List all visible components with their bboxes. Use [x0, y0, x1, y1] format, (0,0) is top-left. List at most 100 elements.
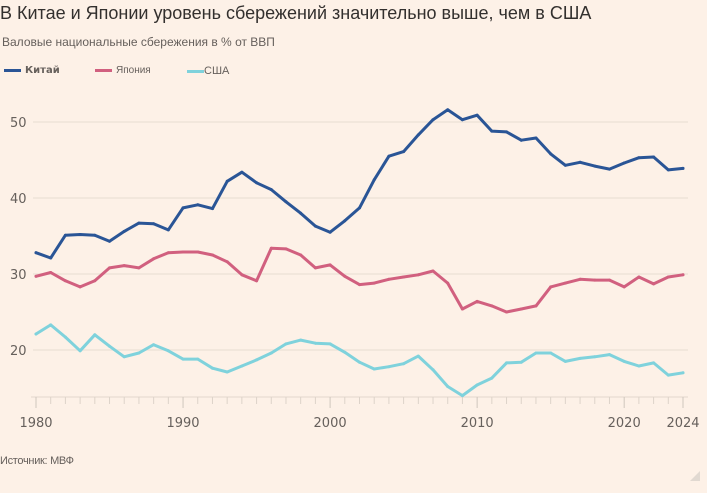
data-point-china	[637, 156, 641, 160]
data-point-japan	[63, 279, 67, 283]
data-point-usa	[505, 361, 508, 365]
y-tick-label: 40	[10, 192, 27, 207]
legend-item-usa: США	[187, 65, 229, 77]
y-tick-label: 30	[10, 268, 27, 283]
data-point-china	[196, 203, 200, 207]
data-point-usa	[93, 333, 97, 337]
data-point-japan	[358, 283, 361, 287]
data-point-japan	[269, 246, 273, 250]
data-point-japan	[652, 282, 656, 286]
data-point-usa	[152, 343, 156, 347]
data-point-japan	[328, 263, 332, 267]
data-point-usa	[181, 357, 185, 361]
data-point-japan	[431, 269, 435, 273]
data-point-usa	[122, 355, 126, 359]
data-point-china	[63, 233, 67, 237]
data-point-japan	[255, 279, 259, 283]
data-point-japan	[563, 281, 567, 285]
data-point-usa	[387, 365, 391, 369]
data-point-japan	[181, 250, 185, 254]
data-point-japan	[122, 264, 126, 268]
grid-lines	[33, 121, 688, 351]
x-tick-label: 2000	[314, 416, 347, 431]
data-point-china	[166, 228, 170, 232]
x-tick-label: 2010	[461, 416, 494, 431]
data-point-japan	[460, 307, 464, 311]
data-point-china	[608, 167, 611, 171]
data-point-usa	[622, 359, 626, 363]
data-point-china	[358, 206, 361, 210]
data-point-china	[299, 211, 303, 215]
data-point-china	[211, 207, 214, 211]
data-point-japan	[608, 278, 611, 282]
data-point-usa	[637, 364, 641, 368]
data-point-japan	[475, 299, 479, 303]
data-point-usa	[519, 360, 523, 364]
data-point-china	[93, 233, 97, 237]
data-point-china	[578, 160, 582, 164]
data-point-japan	[446, 281, 450, 285]
series-line-china	[34, 108, 685, 260]
series-line-japan	[34, 246, 685, 314]
x-tick-label: 1990	[166, 416, 199, 431]
data-point-usa	[313, 341, 317, 345]
data-point-japan	[108, 266, 111, 270]
y-tick-label: 50	[10, 116, 27, 131]
legend-swatch-usa	[187, 69, 204, 73]
series-line-usa	[34, 323, 685, 398]
data-point-china	[284, 200, 288, 204]
data-point-japan	[402, 275, 406, 279]
data-point-usa	[343, 350, 347, 354]
data-point-china	[563, 163, 567, 167]
data-point-usa	[34, 332, 38, 336]
data-point-usa	[563, 359, 567, 363]
data-point-japan	[387, 277, 391, 281]
data-point-china	[652, 155, 656, 159]
legend-label-japan: Япония	[116, 65, 151, 76]
data-point-china	[269, 188, 273, 192]
data-point-china	[505, 130, 508, 134]
data-point-china	[475, 113, 479, 117]
data-point-china	[225, 179, 229, 183]
legend-item-china: Китай	[4, 65, 60, 76]
data-point-japan	[534, 304, 538, 308]
data-point-china	[416, 133, 420, 137]
data-point-japan	[505, 310, 508, 314]
y-tick-label: 20	[10, 344, 27, 359]
data-point-china	[122, 229, 126, 233]
data-point-japan	[622, 285, 626, 289]
data-point-china	[108, 239, 111, 243]
data-point-japan	[78, 285, 82, 289]
data-point-usa	[225, 370, 229, 374]
resize-grip-icon[interactable]	[690, 471, 700, 481]
data-point-usa	[460, 394, 464, 398]
data-point-japan	[152, 257, 156, 261]
data-point-usa	[402, 362, 406, 366]
data-point-china	[534, 136, 538, 140]
data-point-china	[387, 154, 391, 158]
data-point-japan	[137, 266, 141, 270]
legend-swatch-china	[4, 69, 21, 72]
data-point-usa	[534, 351, 538, 355]
source-note: Источник: МВФ	[0, 455, 74, 467]
data-point-usa	[652, 361, 656, 365]
data-point-china	[372, 178, 376, 182]
data-point-japan	[284, 247, 288, 251]
data-point-china	[313, 224, 317, 228]
data-point-china	[460, 118, 464, 122]
data-point-china	[181, 206, 185, 210]
data-point-japan	[637, 275, 641, 279]
data-point-japan	[343, 274, 347, 278]
data-point-china	[549, 152, 553, 156]
legend-item-japan: Япония	[95, 65, 151, 76]
data-point-usa	[358, 360, 361, 364]
data-point-japan	[299, 253, 303, 257]
data-point-usa	[78, 349, 82, 353]
data-point-japan	[416, 273, 420, 277]
data-point-usa	[446, 385, 450, 388]
data-point-usa	[475, 383, 479, 387]
data-point-usa	[49, 323, 53, 327]
chart-subtitle: Валовые национальные сбережения в % от В…	[2, 35, 275, 49]
legend-label-china: Китай	[25, 65, 60, 76]
data-point-usa	[137, 351, 141, 355]
